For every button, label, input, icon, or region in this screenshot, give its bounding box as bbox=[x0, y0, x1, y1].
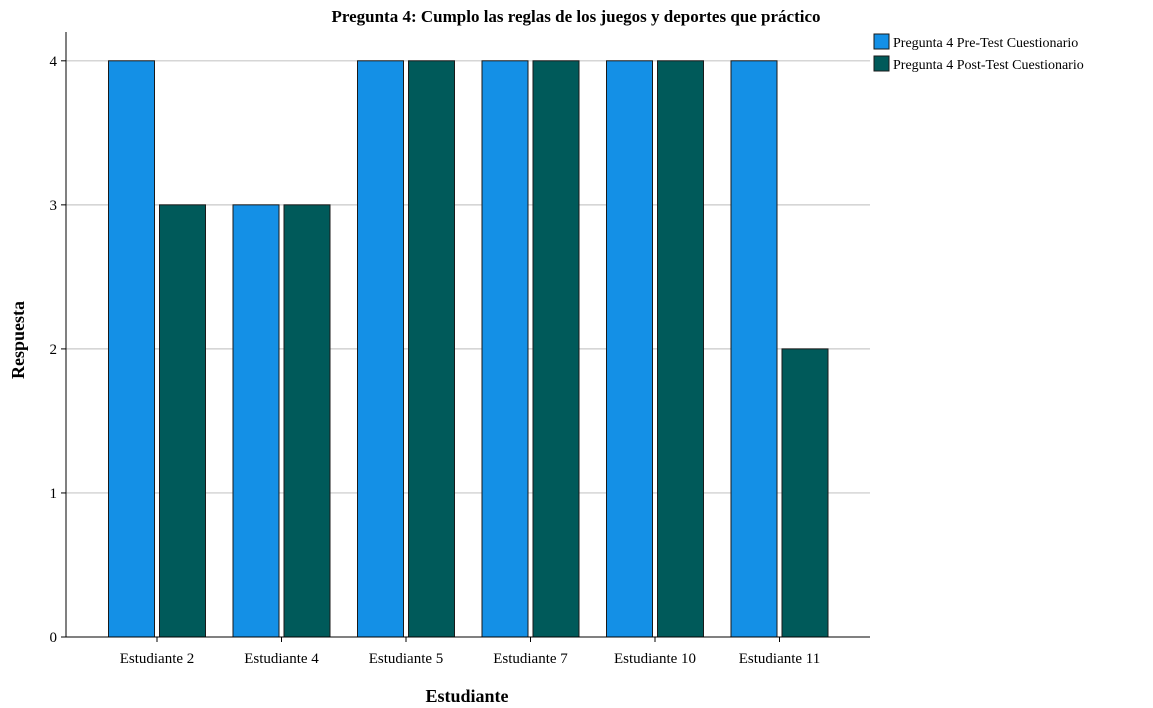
x-tick-label: Estudiante 11 bbox=[739, 651, 821, 667]
x-tick-label: Estudiante 5 bbox=[369, 651, 444, 667]
bar bbox=[108, 60, 155, 638]
bar bbox=[159, 204, 206, 638]
x-axis-ticks: Estudiante 2 Estudiante 4 Estudiante 5 Estu… bbox=[120, 637, 821, 667]
bar bbox=[408, 60, 455, 638]
y-tick-label: 3 bbox=[50, 198, 58, 214]
legend: Pregunta 4 Pre-Test Cuestionario Pregunta… bbox=[873, 33, 1084, 73]
y-tick-label: 0 bbox=[50, 630, 58, 646]
bar bbox=[283, 204, 331, 638]
bar bbox=[232, 204, 280, 638]
bar bbox=[606, 60, 653, 638]
y-axis-ticks: 0 1 2 3 4 bbox=[50, 54, 66, 646]
bar bbox=[357, 60, 404, 638]
legend-swatch bbox=[873, 55, 890, 72]
bars bbox=[108, 60, 829, 638]
x-tick-label: Estudiante 7 bbox=[493, 651, 568, 667]
bar bbox=[730, 60, 778, 638]
axes bbox=[65, 32, 870, 638]
x-tick-label: Estudiante 10 bbox=[614, 651, 696, 667]
legend-swatch bbox=[873, 33, 890, 50]
bar bbox=[481, 60, 529, 638]
legend-label: Pregunta 4 Post-Test Cuestionario bbox=[893, 58, 1084, 73]
y-tick-label: 2 bbox=[50, 342, 58, 358]
y-axis-label: Respuesta bbox=[8, 301, 28, 379]
bar bbox=[657, 60, 704, 638]
x-tick-label: Estudiante 2 bbox=[120, 651, 195, 667]
bar bbox=[781, 348, 829, 638]
x-tick-label: Estudiante 4 bbox=[244, 651, 319, 667]
y-tick-label: 4 bbox=[50, 54, 58, 70]
legend-label: Pregunta 4 Pre-Test Cuestionario bbox=[893, 36, 1078, 51]
chart-title: Pregunta 4: Cumplo las reglas de los jue… bbox=[331, 7, 820, 26]
y-tick-label: 1 bbox=[50, 486, 58, 502]
x-axis-label: Estudiante bbox=[425, 686, 508, 706]
bar bbox=[532, 60, 580, 638]
